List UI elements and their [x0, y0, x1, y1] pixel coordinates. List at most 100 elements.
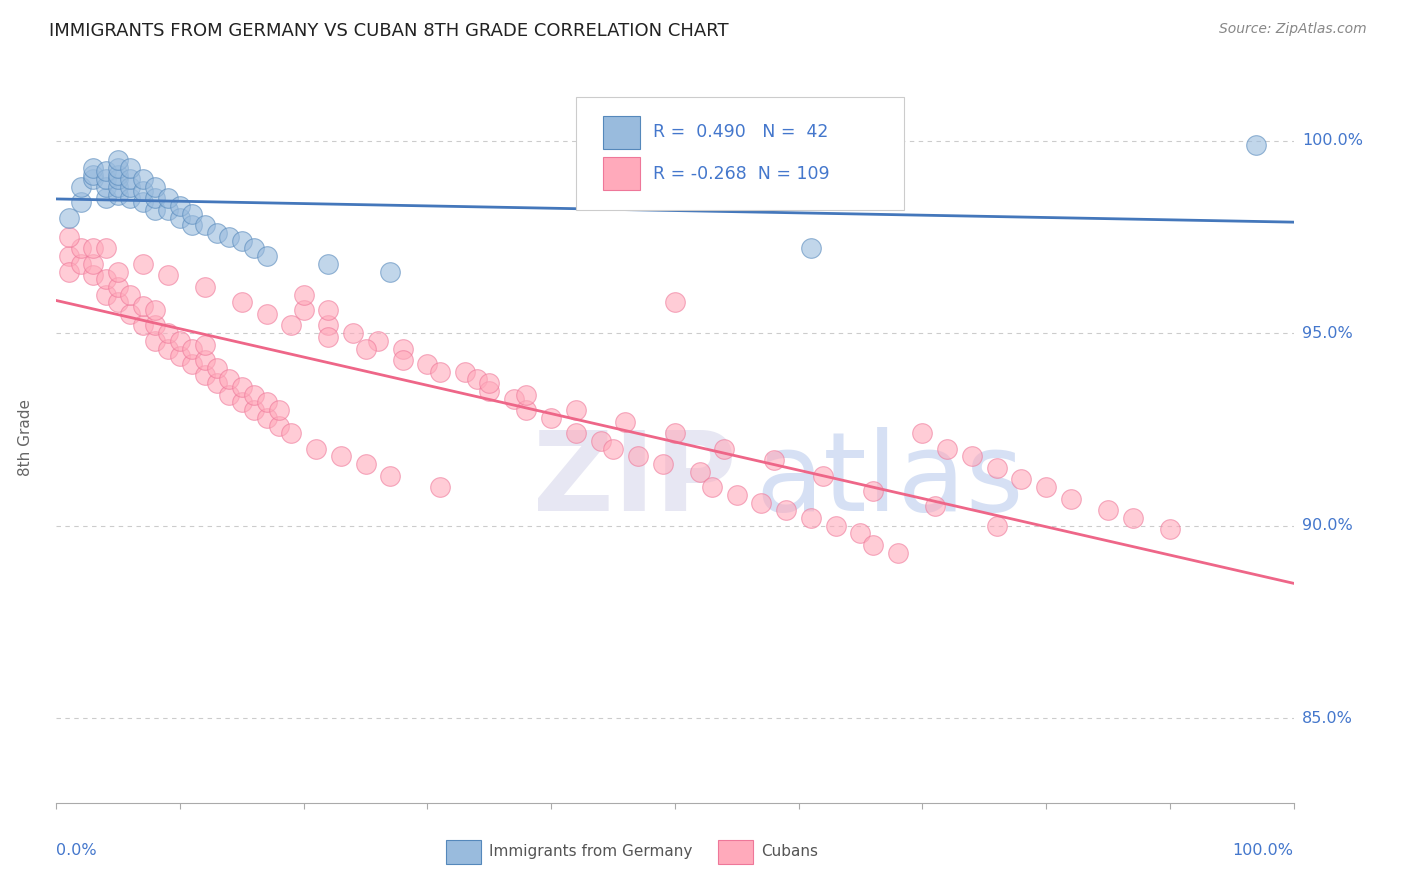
Point — [267, 403, 290, 417]
Text: 95.0%: 95.0% — [1302, 326, 1353, 341]
Point — [800, 511, 823, 525]
Point — [664, 426, 686, 441]
Point — [120, 172, 142, 186]
Point — [132, 184, 155, 198]
Point — [503, 392, 526, 406]
Point — [132, 195, 155, 210]
Point — [70, 242, 93, 256]
Point — [107, 153, 129, 167]
Point — [862, 483, 884, 498]
FancyBboxPatch shape — [603, 157, 640, 190]
Point — [391, 353, 413, 368]
Point — [1060, 491, 1083, 506]
Point — [143, 334, 166, 348]
Text: Source: ZipAtlas.com: Source: ZipAtlas.com — [1219, 22, 1367, 37]
Point — [256, 395, 278, 409]
Point — [156, 268, 179, 283]
Point — [169, 199, 191, 213]
Point — [689, 465, 711, 479]
Point — [194, 368, 217, 383]
Point — [1035, 480, 1057, 494]
Point — [169, 211, 191, 225]
Point — [342, 326, 364, 340]
Point — [664, 295, 686, 310]
Point — [94, 179, 117, 194]
Point — [120, 161, 142, 175]
Point — [280, 318, 302, 333]
Point — [107, 187, 129, 202]
Point — [181, 342, 204, 356]
Point — [143, 191, 166, 205]
Point — [132, 318, 155, 333]
Text: R = -0.268  N = 109: R = -0.268 N = 109 — [652, 165, 830, 183]
Point — [58, 211, 80, 225]
FancyBboxPatch shape — [576, 97, 904, 211]
Point — [329, 450, 352, 464]
Point — [205, 360, 228, 375]
Text: 0.0%: 0.0% — [56, 843, 97, 858]
Point — [465, 372, 488, 386]
Point — [565, 403, 588, 417]
Text: R =  0.490   N =  42: R = 0.490 N = 42 — [652, 123, 828, 141]
Point — [936, 442, 959, 456]
Point — [280, 426, 302, 441]
Point — [82, 172, 104, 186]
Point — [416, 357, 439, 371]
Point — [292, 287, 315, 301]
Point — [107, 161, 129, 175]
Point — [181, 207, 204, 221]
Point — [478, 376, 501, 391]
Point — [1010, 472, 1032, 486]
Point — [602, 442, 624, 456]
Point — [58, 264, 80, 278]
Point — [478, 384, 501, 398]
Point — [700, 480, 723, 494]
Point — [120, 307, 142, 321]
Point — [107, 169, 129, 183]
Point — [94, 287, 117, 301]
Text: atlas: atlas — [755, 427, 1024, 534]
Point — [156, 191, 179, 205]
Point — [143, 179, 166, 194]
Point — [589, 434, 612, 448]
Point — [120, 191, 142, 205]
Point — [156, 326, 179, 340]
Point — [813, 468, 835, 483]
Point — [156, 342, 179, 356]
Point — [218, 372, 240, 386]
Point — [82, 169, 104, 183]
Point — [318, 303, 340, 318]
Point — [194, 280, 217, 294]
Point — [565, 426, 588, 441]
Point — [181, 357, 204, 371]
Text: Cubans: Cubans — [762, 845, 818, 859]
Text: 8th Grade: 8th Grade — [18, 399, 32, 475]
Point — [218, 388, 240, 402]
Point — [58, 230, 80, 244]
Point — [94, 272, 117, 286]
Text: 90.0%: 90.0% — [1302, 518, 1353, 533]
Point — [70, 195, 93, 210]
Point — [231, 234, 253, 248]
Point — [1122, 511, 1144, 525]
Point — [256, 410, 278, 425]
Point — [849, 526, 872, 541]
Point — [515, 388, 537, 402]
Text: 85.0%: 85.0% — [1302, 711, 1353, 725]
Point — [107, 280, 129, 294]
Point — [70, 257, 93, 271]
Text: 100.0%: 100.0% — [1302, 133, 1362, 148]
Point — [231, 380, 253, 394]
Point — [82, 242, 104, 256]
Point — [120, 287, 142, 301]
Point — [380, 468, 402, 483]
Point — [367, 334, 389, 348]
Point — [58, 249, 80, 263]
Point — [107, 264, 129, 278]
Point — [132, 172, 155, 186]
Point — [886, 545, 908, 559]
Point — [107, 295, 129, 310]
Point — [986, 518, 1008, 533]
Point — [218, 230, 240, 244]
Point — [194, 219, 217, 233]
